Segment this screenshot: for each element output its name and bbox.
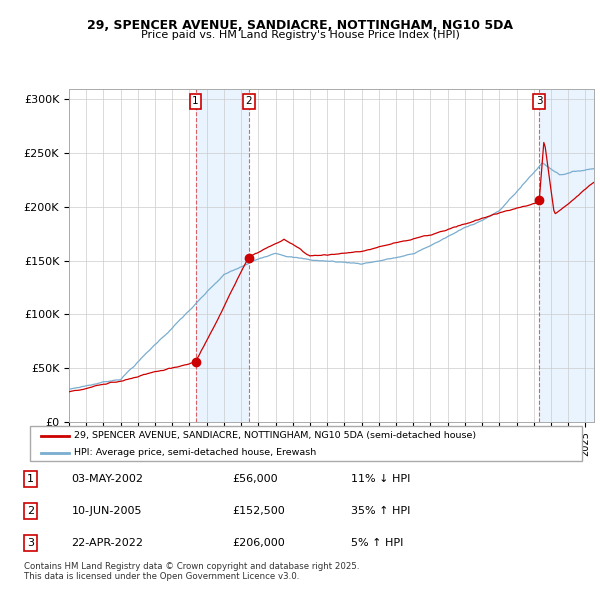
Text: Contains HM Land Registry data © Crown copyright and database right 2025.
This d: Contains HM Land Registry data © Crown c… (24, 562, 359, 581)
FancyBboxPatch shape (30, 426, 582, 461)
Text: £56,000: £56,000 (232, 474, 278, 484)
Text: HPI: Average price, semi-detached house, Erewash: HPI: Average price, semi-detached house,… (74, 448, 316, 457)
Text: 3: 3 (27, 537, 34, 548)
Text: 22-APR-2022: 22-APR-2022 (71, 537, 143, 548)
Text: 3: 3 (536, 96, 542, 106)
Text: 11% ↓ HPI: 11% ↓ HPI (351, 474, 410, 484)
Text: 35% ↑ HPI: 35% ↑ HPI (351, 506, 410, 516)
Text: 29, SPENCER AVENUE, SANDIACRE, NOTTINGHAM, NG10 5DA: 29, SPENCER AVENUE, SANDIACRE, NOTTINGHA… (87, 19, 513, 32)
Text: 29, SPENCER AVENUE, SANDIACRE, NOTTINGHAM, NG10 5DA (semi-detached house): 29, SPENCER AVENUE, SANDIACRE, NOTTINGHA… (74, 431, 476, 440)
Text: 1: 1 (192, 96, 199, 106)
Text: Price paid vs. HM Land Registry's House Price Index (HPI): Price paid vs. HM Land Registry's House … (140, 30, 460, 40)
Text: 1: 1 (27, 474, 34, 484)
Text: 03-MAY-2002: 03-MAY-2002 (71, 474, 143, 484)
Text: 2: 2 (245, 96, 252, 106)
Bar (539, 88, 594, 422)
Bar (196, 88, 249, 422)
Text: £206,000: £206,000 (232, 537, 285, 548)
Text: £152,500: £152,500 (232, 506, 285, 516)
Text: 5% ↑ HPI: 5% ↑ HPI (351, 537, 403, 548)
Text: 10-JUN-2005: 10-JUN-2005 (71, 506, 142, 516)
Text: 2: 2 (27, 506, 34, 516)
